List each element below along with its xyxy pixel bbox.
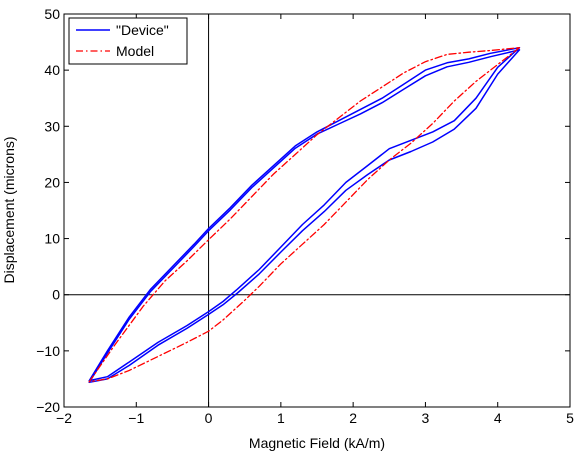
legend-label-model: Model bbox=[116, 43, 154, 59]
x-tick-label: 5 bbox=[566, 410, 574, 426]
series-line-model-1 bbox=[88, 47, 521, 383]
y-tick-label: 20 bbox=[44, 174, 60, 190]
y-tick-label: 10 bbox=[44, 231, 60, 247]
series-line-device-1 bbox=[88, 49, 521, 384]
x-tick-label: 3 bbox=[422, 410, 430, 426]
series-line-model-0 bbox=[88, 47, 521, 383]
x-tick-label: 4 bbox=[494, 410, 502, 426]
y-tick-label: −10 bbox=[36, 343, 60, 359]
y-tick-label: 40 bbox=[44, 62, 60, 78]
series-line-device-0 bbox=[88, 46, 521, 382]
x-tick-label: 2 bbox=[349, 410, 357, 426]
x-tick-label: 0 bbox=[205, 410, 213, 426]
x-tick-label: −2 bbox=[56, 410, 72, 426]
y-tick-label: 50 bbox=[44, 6, 60, 22]
legend-label-device: "Device" bbox=[116, 22, 169, 38]
series-layer bbox=[88, 46, 521, 384]
legend: "Device" Model bbox=[68, 17, 188, 65]
y-axis-label: Displacement (microns) bbox=[1, 136, 17, 283]
y-tick-label: −20 bbox=[36, 399, 60, 415]
x-axis-label: Magnetic Field (kA/m) bbox=[249, 435, 385, 451]
series-line-device-3 bbox=[88, 49, 521, 384]
x-tick-label: 1 bbox=[277, 410, 285, 426]
series-line-device-2 bbox=[88, 46, 521, 382]
y-tick-label: 0 bbox=[52, 287, 60, 303]
legend-box bbox=[68, 17, 188, 65]
x-tick-label: −1 bbox=[128, 410, 144, 426]
y-tick-label: 30 bbox=[44, 118, 60, 134]
